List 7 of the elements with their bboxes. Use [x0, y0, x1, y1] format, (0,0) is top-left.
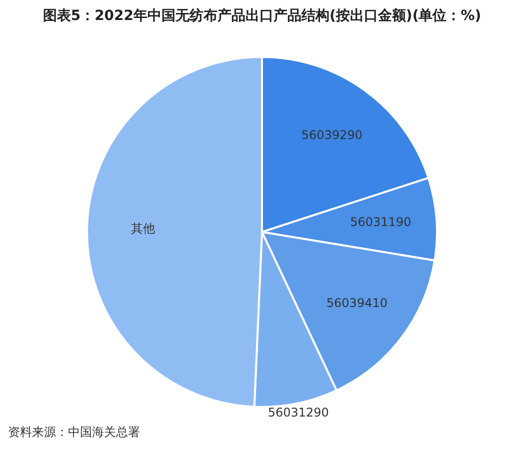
slice-label: 56039290 [301, 128, 362, 142]
chart-title: 图表5：2022年中国无纺布产品出口产品结构(按出口金额)(单位：%) [42, 6, 482, 26]
slice-label: 56039410 [326, 296, 388, 310]
slice-label: 56031190 [350, 215, 412, 230]
slice-label: 56031290 [268, 406, 329, 420]
slice-label: 其他 [131, 222, 156, 236]
text: 资料来源：中国海关总署 [8, 424, 140, 441]
